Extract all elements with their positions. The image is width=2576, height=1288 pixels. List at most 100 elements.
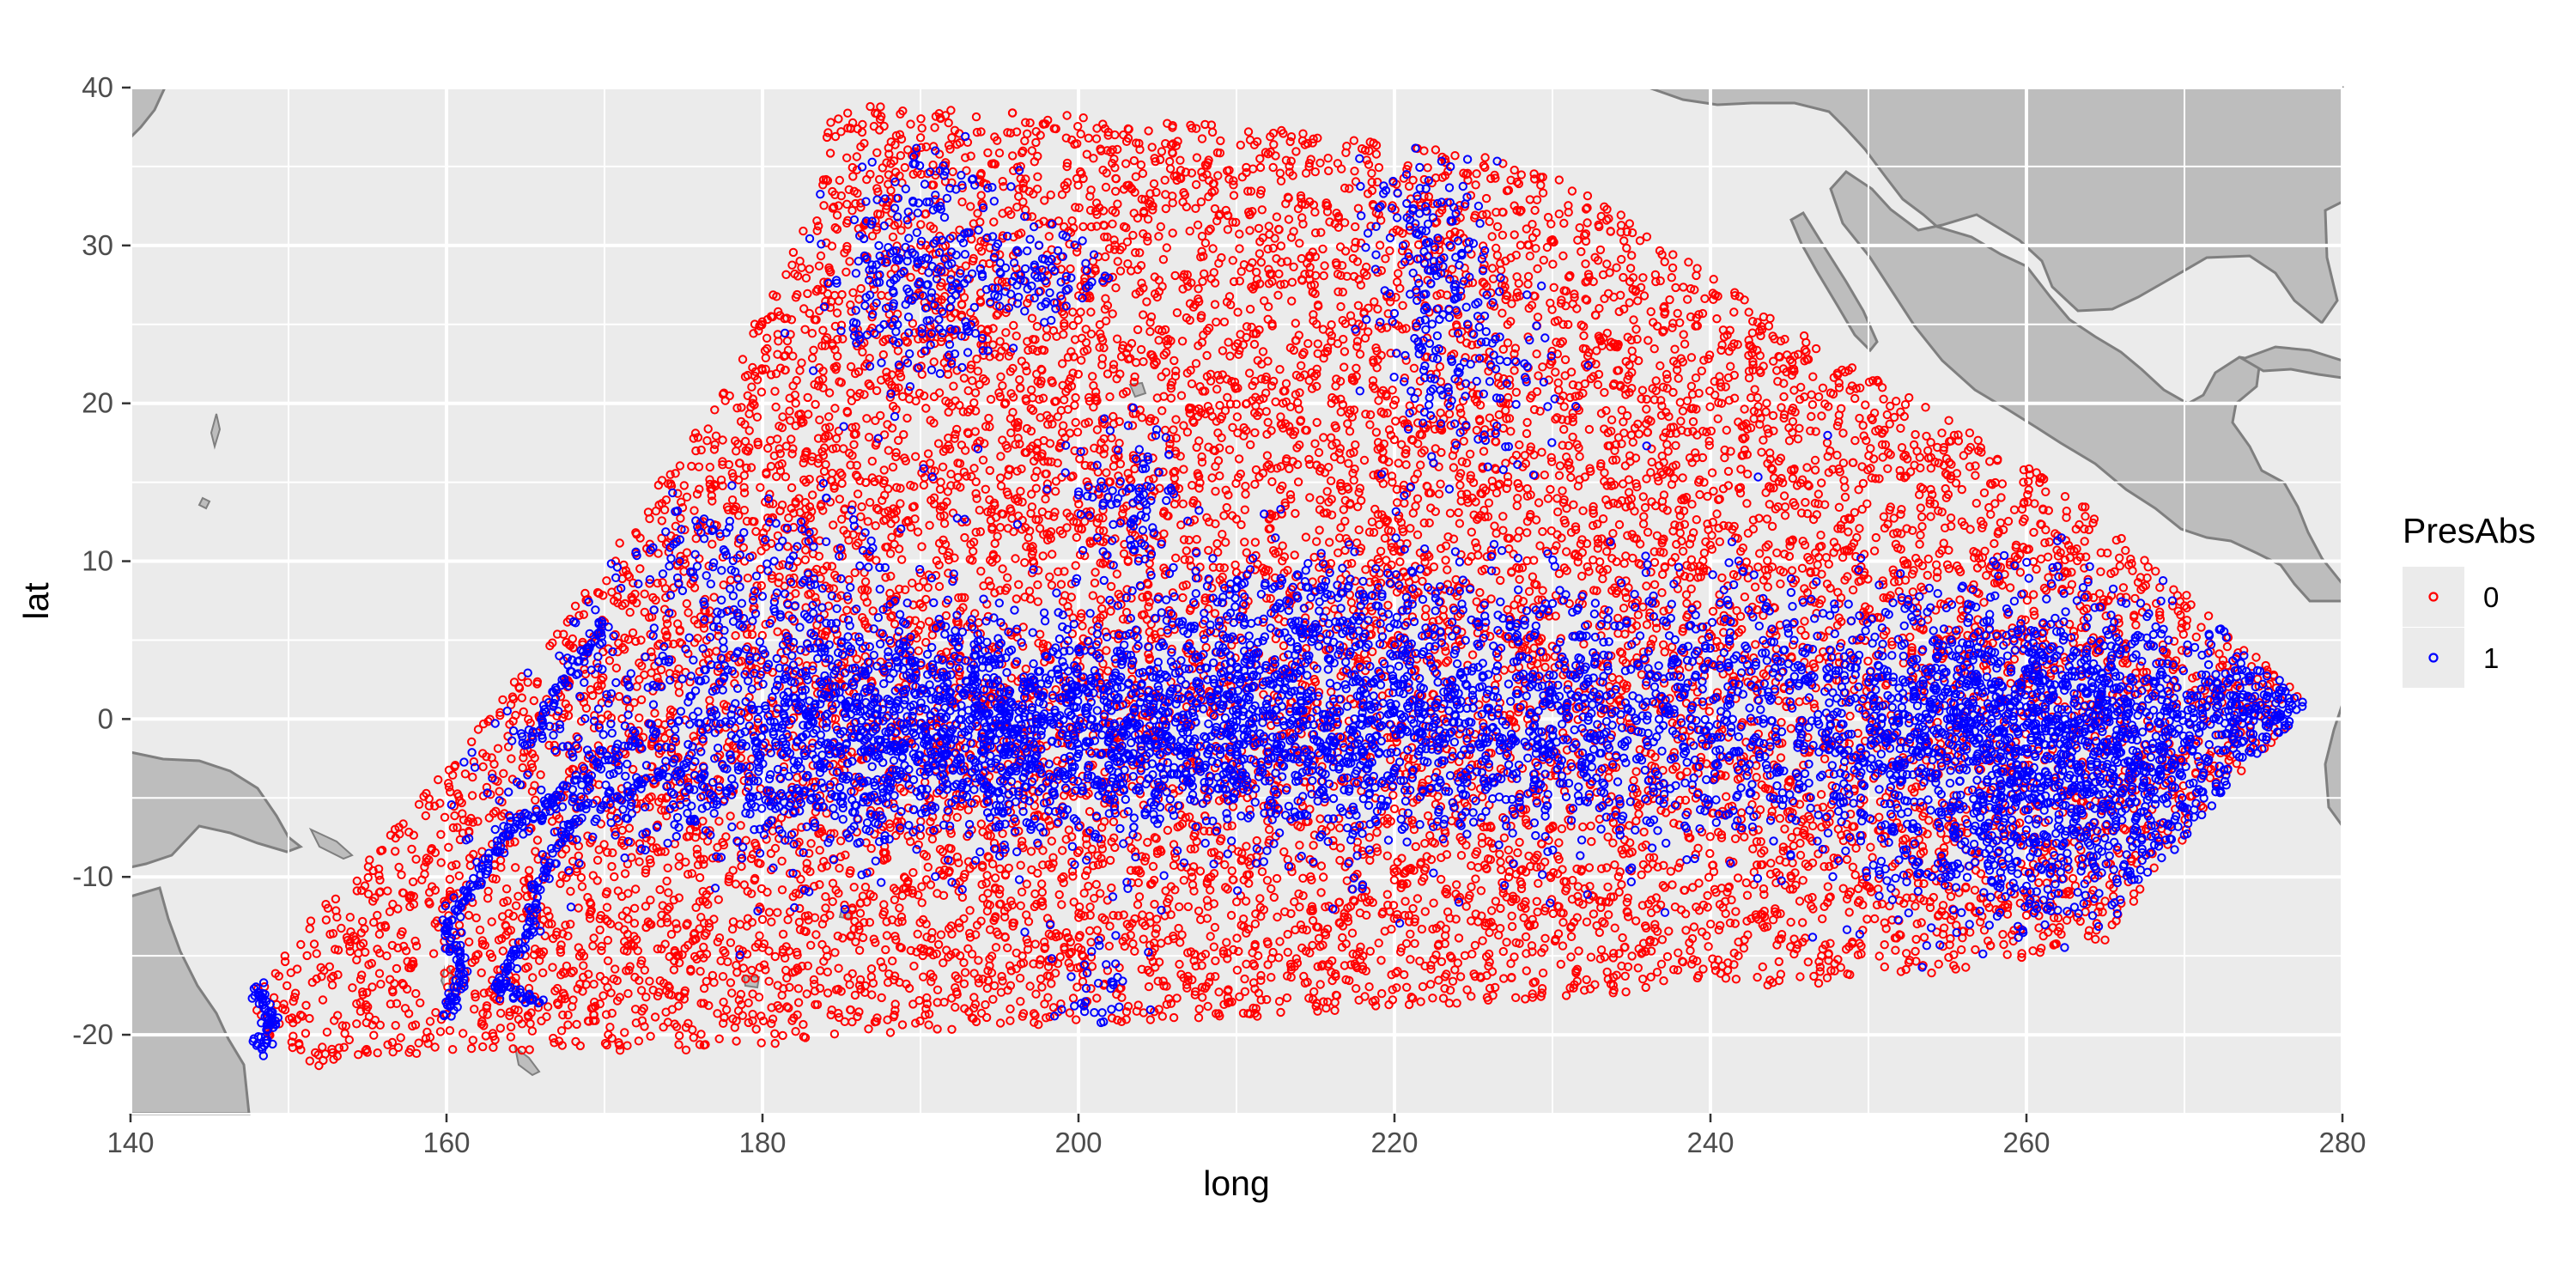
absence-point bbox=[1568, 432, 1577, 442]
absence-point bbox=[1603, 832, 1613, 841]
land-north-america bbox=[1648, 86, 2344, 603]
absence-point bbox=[683, 649, 693, 659]
absence-point bbox=[924, 617, 934, 626]
absence-point bbox=[2041, 586, 2051, 595]
absence-point bbox=[1911, 934, 1921, 945]
absence-point bbox=[1721, 382, 1730, 392]
absence-point bbox=[1157, 147, 1167, 156]
absence-point bbox=[1834, 383, 1844, 392]
absence-point bbox=[894, 544, 904, 554]
absence-point bbox=[1467, 992, 1476, 1001]
absence-point bbox=[1176, 391, 1187, 400]
absence-point bbox=[1496, 575, 1505, 586]
absence-point bbox=[2188, 673, 2197, 683]
absence-point bbox=[2218, 655, 2228, 665]
absence-point bbox=[1084, 881, 1093, 891]
absence-point bbox=[2196, 623, 2206, 632]
absence-point bbox=[1185, 812, 1194, 822]
land-mariana-islands bbox=[210, 413, 222, 450]
absence-point bbox=[1287, 277, 1297, 287]
absence-point bbox=[856, 198, 866, 208]
absence-point bbox=[939, 309, 949, 319]
absence-point bbox=[1608, 838, 1618, 848]
absence-point bbox=[926, 817, 935, 827]
absence-point bbox=[1614, 887, 1624, 897]
absence-point bbox=[1777, 403, 1786, 412]
absence-point bbox=[927, 933, 937, 944]
absence-point bbox=[680, 525, 690, 535]
absence-point bbox=[1352, 984, 1361, 993]
absence-point bbox=[488, 873, 498, 884]
absence-point bbox=[636, 695, 647, 705]
absence-point bbox=[952, 852, 963, 862]
absence-point bbox=[1092, 124, 1102, 133]
absence-point bbox=[1169, 425, 1178, 434]
absence-point bbox=[1768, 465, 1777, 474]
absence-point bbox=[1182, 546, 1192, 556]
absence-point bbox=[838, 933, 848, 943]
absence-point bbox=[1621, 987, 1631, 997]
absence-point bbox=[1443, 565, 1452, 574]
absence-point bbox=[601, 1010, 611, 1019]
land-layer bbox=[129, 86, 2344, 1115]
absence-point bbox=[1638, 975, 1648, 984]
absence-point bbox=[837, 551, 848, 561]
absence-point bbox=[1054, 890, 1064, 900]
absence-point bbox=[1095, 319, 1105, 330]
land-guam bbox=[197, 496, 211, 510]
land-solomon-islands bbox=[308, 827, 354, 860]
absence-point bbox=[1367, 178, 1376, 187]
absence-point bbox=[1477, 832, 1487, 842]
absence-point bbox=[862, 414, 872, 423]
absence-point bbox=[1952, 630, 1961, 640]
absence-point bbox=[1086, 329, 1097, 339]
absence-point bbox=[787, 503, 796, 513]
absence-point bbox=[767, 917, 776, 927]
absence-point bbox=[444, 779, 453, 788]
absence-point bbox=[1601, 897, 1611, 907]
absence-point bbox=[1641, 681, 1651, 690]
absence-point bbox=[1776, 753, 1786, 762]
absence-point bbox=[460, 769, 471, 779]
absence-point bbox=[1187, 168, 1197, 178]
absence-point bbox=[1685, 539, 1695, 549]
absence-point bbox=[916, 114, 926, 124]
absence-point bbox=[1079, 889, 1089, 898]
absence-point bbox=[890, 264, 900, 273]
absence-point bbox=[660, 584, 671, 593]
absence-point bbox=[960, 968, 970, 977]
absence-point bbox=[957, 197, 967, 207]
absence-point bbox=[1181, 167, 1191, 177]
absence-point bbox=[1351, 177, 1361, 186]
absence-point bbox=[1109, 817, 1119, 827]
absence-point bbox=[2002, 950, 2012, 959]
absence-point bbox=[467, 737, 477, 747]
absence-point bbox=[510, 1005, 519, 1015]
absence-point bbox=[1816, 531, 1826, 540]
absence-point bbox=[2034, 878, 2044, 888]
land-baja-california bbox=[1789, 210, 1879, 353]
absence-point bbox=[692, 844, 702, 854]
land-papua-new-guinea bbox=[129, 750, 304, 869]
absence-point bbox=[1637, 394, 1646, 404]
absence-point bbox=[611, 663, 622, 673]
absence-point bbox=[1183, 975, 1193, 985]
absence-point bbox=[1953, 430, 1963, 440]
absence-point bbox=[1635, 236, 1645, 246]
absence-point bbox=[1820, 862, 1829, 872]
absence-point bbox=[1471, 538, 1480, 548]
absence-point bbox=[1638, 492, 1649, 501]
absence-point bbox=[1587, 836, 1596, 847]
absence-point bbox=[1472, 597, 1481, 606]
absence-point bbox=[1610, 923, 1619, 933]
absence-point bbox=[1700, 294, 1710, 303]
absence-point bbox=[959, 979, 969, 988]
absence-point bbox=[1507, 774, 1516, 783]
absence-point bbox=[1662, 951, 1673, 962]
absence-point bbox=[1241, 896, 1251, 906]
absence-point bbox=[936, 930, 946, 939]
absence-point bbox=[750, 974, 760, 983]
absence-point bbox=[1753, 605, 1762, 615]
absence-point bbox=[579, 610, 588, 619]
absence-point bbox=[1074, 203, 1084, 213]
